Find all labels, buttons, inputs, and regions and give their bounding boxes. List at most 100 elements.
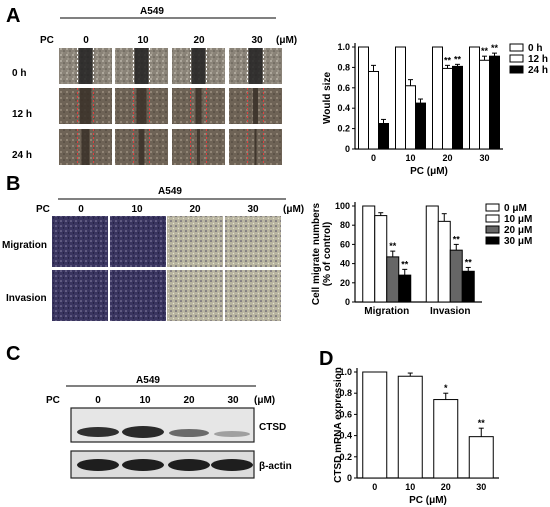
significance-mark: ** (478, 418, 486, 428)
bar (468, 436, 494, 479)
bar (397, 375, 423, 479)
panel-a-time-12h: 12 h (12, 109, 32, 120)
scratch-image (229, 129, 282, 165)
scratch-gap (191, 48, 206, 84)
bar (386, 256, 400, 303)
y-tick-label: 0.8 (339, 388, 352, 398)
panel-letter-a: A (6, 5, 20, 27)
y-tick-label: 0.2 (337, 124, 350, 134)
bar (489, 55, 500, 150)
micrograph-image (52, 270, 108, 321)
scratch-gap (79, 88, 92, 124)
y-axis-title: Cell migrate numbers (311, 202, 322, 305)
y-tick-label: 0.4 (337, 103, 350, 113)
blot-band-actin-30 (211, 459, 253, 471)
scratch-gap (195, 88, 202, 124)
legend-label: 0 μM (504, 203, 527, 214)
legend-swatch (509, 65, 524, 74)
panel-c-cell-line: A549 (136, 375, 160, 386)
panel-a-dose-0: 0 (83, 35, 89, 46)
panel-a-dose-30: 30 (251, 35, 263, 46)
scratch-image (59, 88, 112, 124)
legend-swatch (485, 236, 500, 245)
blot-band-actin-10 (122, 459, 164, 471)
legend-label: 20 μM (504, 225, 532, 236)
panel-a-cell-line: A549 (140, 6, 164, 17)
panel-b-dose-30: 30 (247, 204, 259, 215)
y-tick-label: 0.2 (339, 452, 352, 462)
y-tick-label: 0.6 (337, 83, 350, 93)
bar (449, 249, 463, 303)
scratch-image-grid (59, 48, 282, 165)
legend-label: 10 μM (504, 214, 532, 225)
micrograph-image (167, 270, 223, 321)
micrograph-image (225, 216, 281, 267)
blot-band-actin-0 (77, 459, 119, 471)
bar (437, 220, 451, 303)
legend-swatch (485, 225, 500, 234)
y-tick-label: 60 (340, 239, 350, 249)
legend-label: 30 μM (504, 236, 532, 247)
bar (398, 274, 412, 303)
micrograph-image (225, 270, 281, 321)
panel-c-dose-0: 0 (95, 395, 101, 406)
panel-c-dose-30: 30 (227, 395, 239, 406)
panel-a-dose-20: 20 (193, 35, 205, 46)
panel-b-dose-10: 10 (131, 204, 143, 215)
micrograph-image (110, 270, 166, 321)
micrograph-image (52, 216, 108, 267)
y-tick-label: 40 (340, 259, 350, 269)
scratch-image (115, 129, 168, 165)
y-tick-label: 0 (345, 297, 350, 307)
legend-swatch (509, 54, 524, 63)
scratch-gap (253, 88, 258, 124)
panel-a-time-24h: 24 h (12, 150, 32, 161)
significance-mark: ** (481, 46, 489, 56)
y-axis-title: Would size (322, 72, 333, 124)
bar (405, 85, 416, 150)
scratch-image (229, 88, 282, 124)
bar (432, 46, 443, 150)
bar (452, 65, 463, 150)
blot-label-beta-actin: β-actin (259, 461, 292, 472)
panel-c-dose-10: 10 (139, 395, 151, 406)
significance-mark: ** (444, 55, 452, 65)
scratch-gap (138, 129, 145, 165)
x-tick-label: 0 (371, 153, 376, 163)
panel-c-unit: (μM) (254, 395, 275, 406)
scratch-image (115, 88, 168, 124)
blot-band-actin-20 (168, 459, 210, 471)
y-tick-label: 0.6 (339, 409, 352, 419)
y-tick-label: 0.8 (337, 62, 350, 72)
x-tick-label: 0 (372, 482, 377, 492)
y-tick-label: 100 (335, 201, 350, 211)
bar (415, 102, 426, 150)
significance-mark: ** (465, 257, 473, 267)
panel-b-dose-20: 20 (189, 204, 201, 215)
x-tick-label: 20 (441, 482, 451, 492)
scratch-gap (134, 48, 149, 84)
scratch-image (115, 48, 168, 84)
scratch-image (172, 48, 225, 84)
legend-swatch (485, 214, 500, 223)
y-axis-title: (% of control) (322, 222, 333, 286)
x-tick-label: 10 (405, 153, 415, 163)
blot-band-ctsd-30 (214, 431, 250, 437)
x-tick-label: Invasion (430, 306, 471, 317)
x-tick-label: 30 (479, 153, 489, 163)
panel-letter-b: B (6, 173, 20, 195)
y-tick-label: 20 (340, 278, 350, 288)
blot-band-ctsd-10 (122, 426, 164, 438)
micrograph-grid (52, 216, 281, 321)
scratch-image (172, 129, 225, 165)
y-tick-label: 1.0 (337, 42, 350, 52)
bar (479, 59, 490, 150)
significance-mark: ** (453, 234, 461, 244)
panel-b-pc-label: PC (36, 204, 50, 215)
legend-swatch (509, 43, 524, 52)
scratch-image (59, 129, 112, 165)
scratch-image (172, 88, 225, 124)
micrograph-image (110, 216, 166, 267)
legend-label: 12 h (528, 54, 548, 65)
